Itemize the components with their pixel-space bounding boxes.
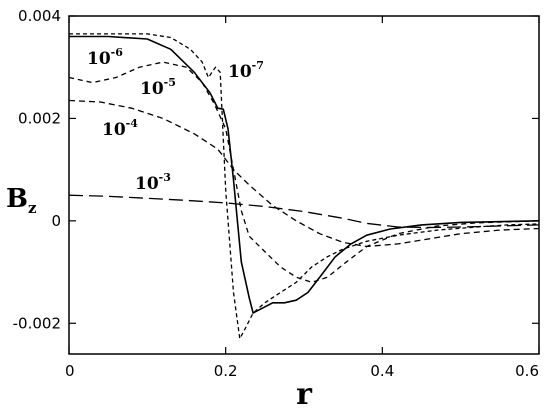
series-label-10-3: 10-3	[135, 171, 171, 194]
series-line-10-7	[69, 33, 540, 340]
series-label-10-7-exp: -7	[252, 59, 264, 72]
series-label-10-6-base: 10	[87, 49, 111, 69]
series-label-10-4-base: 10	[102, 120, 126, 140]
x-axis-label: r	[296, 377, 313, 412]
series-line-10-5	[68, 61, 540, 283]
y-axis-label-subscript: z	[28, 199, 37, 217]
series-group	[68, 33, 540, 340]
series-line-10-6	[69, 35, 540, 314]
series-label-10-6: 10-6	[87, 46, 123, 69]
series-label-10-3-base: 10	[135, 174, 159, 194]
x-tick-label: 0.6	[515, 362, 539, 380]
x-tick-label: 0.2	[214, 362, 238, 380]
series-label-10-5-exp: -5	[164, 76, 176, 89]
series-line-10-4	[68, 99, 540, 248]
series-label-10-6-exp: -6	[111, 46, 124, 59]
series-line-10-3	[68, 194, 540, 229]
plot-frame	[68, 15, 540, 355]
y-axis-label-main: B	[6, 184, 28, 214]
series-label-10-4: 10-4	[102, 117, 138, 140]
y-tick-label: 0.002	[18, 109, 61, 127]
series-label-10-4-exp: -4	[126, 117, 139, 130]
x-tick-label: 0	[65, 362, 75, 380]
y-tick-label: 0.004	[18, 7, 61, 25]
y-axis-label: Bz	[6, 184, 37, 217]
series-label-10-5-base: 10	[140, 79, 164, 99]
y-tick-label: 0	[51, 212, 61, 230]
x-tick-label: 0.4	[370, 362, 394, 380]
tick-group: 0 0.2 0.4 0.6 -0.002 0 0.002 0.004	[13, 7, 540, 380]
series-label-10-3-exp: -3	[159, 171, 171, 184]
y-tick-label: -0.002	[13, 314, 61, 332]
series-label-10-7-base: 10	[228, 62, 252, 82]
series-label-10-5: 10-5	[140, 76, 176, 99]
series-label-10-7: 10-7	[228, 59, 264, 82]
